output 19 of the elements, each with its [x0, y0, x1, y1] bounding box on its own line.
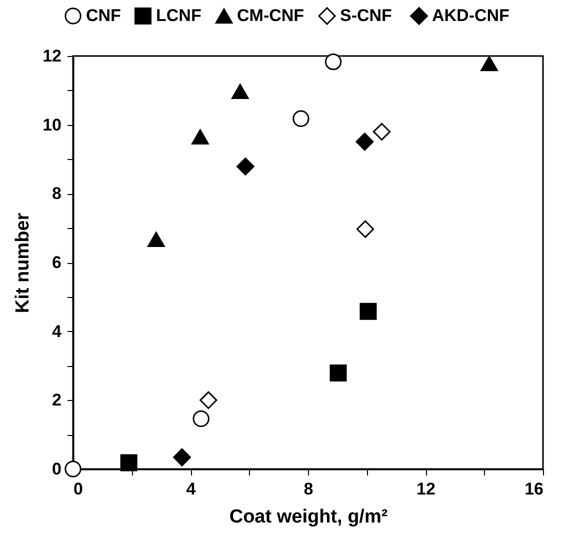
y-tick-label: 0 — [52, 460, 62, 478]
x-tick-label: 16 — [524, 480, 544, 498]
legend-label: AKD-CNF — [432, 6, 510, 25]
legend-label: CM-CNF — [237, 6, 304, 25]
y-tick-label: 10 — [42, 115, 62, 134]
y-axis-title: Kit number — [12, 212, 34, 314]
x-tick-label: 8 — [304, 480, 314, 498]
y-tick-label: 4 — [52, 322, 62, 341]
x-tick-label: 0 — [74, 480, 83, 498]
x-tick-label: 12 — [416, 480, 436, 498]
y-tick-label: 2 — [52, 390, 62, 410]
y-tick-label: 8 — [52, 184, 62, 204]
x-axis-title: Coat weight, g/m² — [229, 506, 388, 528]
legend-label: LCNF — [156, 6, 202, 25]
legend-label: CNF — [86, 6, 121, 25]
y-tick-label: 6 — [52, 253, 62, 272]
legend-label: S-CNF — [340, 6, 392, 25]
y-tick-label: 12 — [42, 46, 62, 66]
x-tick-label: 4 — [186, 480, 196, 498]
